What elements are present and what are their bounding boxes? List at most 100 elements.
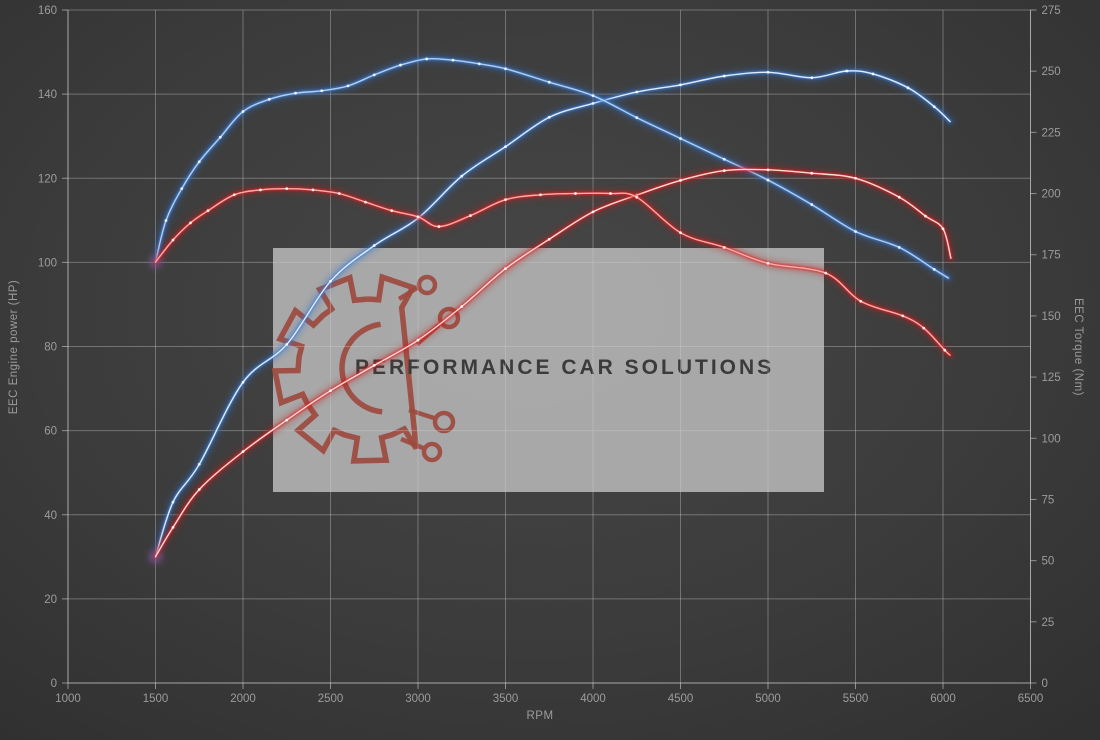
data-point-dot: [504, 145, 507, 149]
data-point-dot: [897, 195, 901, 199]
series-mid-stroke: [153, 69, 952, 559]
right-axis-title: EEC Torque (Nm): [1072, 297, 1084, 397]
data-point-dot: [932, 268, 936, 271]
right-tick-label: 25: [1042, 617, 1055, 629]
x-tick-label: 2500: [318, 693, 344, 705]
data-point-dot: [171, 238, 175, 242]
left-tick-label: 80: [44, 342, 57, 354]
series-mid-stroke: [153, 57, 950, 280]
circuit-node: [421, 441, 443, 463]
data-point-dot: [372, 73, 376, 77]
data-point-dot: [897, 245, 901, 249]
tick-labels: 1000 1500 2000 2500 3000 3500 4000 4500 5000 5500…: [38, 5, 1061, 705]
data-point-dot: [285, 418, 289, 422]
right-tick-label: 75: [1042, 494, 1055, 506]
x-tick-label: 1500: [143, 693, 169, 705]
data-point-dot: [854, 230, 857, 233]
data-point-dot: [206, 209, 210, 213]
data-point-dot: [635, 90, 639, 94]
left-tick-label: 40: [44, 510, 57, 522]
data-point-dot: [197, 462, 201, 466]
data-point-dot: [810, 171, 814, 175]
data-point-dot: [679, 83, 682, 87]
series-glow-stroke: [151, 66, 955, 562]
data-point-dot: [477, 62, 481, 66]
data-point-dot: [364, 200, 367, 204]
data-point-dot: [241, 450, 245, 454]
data-point-dot: [285, 342, 289, 346]
right-tick-label: 150: [1042, 311, 1061, 323]
data-point-dot: [425, 57, 429, 61]
series-run1-power-blue: [151, 66, 955, 562]
data-point-dot: [574, 192, 577, 195]
left-tick-label: 0: [51, 678, 57, 690]
series-glow-stroke: [151, 164, 956, 562]
data-point-dot: [932, 105, 936, 109]
data-point-dot: [859, 299, 863, 303]
data-point-dot: [197, 488, 201, 491]
series-curves: [149, 54, 956, 563]
series-core-stroke: [154, 187, 951, 356]
data-point-dot: [766, 70, 770, 74]
data-point-dot: [871, 72, 875, 76]
right-tick-label: 125: [1042, 372, 1061, 384]
data-point-dot: [504, 67, 507, 71]
data-point-dot: [311, 188, 315, 192]
data-point-dot: [824, 271, 828, 275]
data-point-dot: [810, 203, 814, 206]
data-point-dot: [941, 227, 945, 231]
gear-inner-arc: [339, 321, 383, 415]
data-point-dot: [766, 168, 770, 172]
data-point-dot: [171, 500, 175, 504]
data-point-dot: [722, 245, 726, 249]
data-point-dot: [232, 193, 236, 197]
data-point-dot: [504, 267, 507, 271]
axes: [62, 9, 1037, 689]
data-point-dot: [810, 76, 814, 80]
data-point-dot: [906, 86, 910, 90]
right-tick-label: 200: [1042, 189, 1061, 201]
watermark-text: PERFORMANCE CAR SOLUTIONS: [355, 356, 775, 379]
data-point-dot: [171, 525, 175, 529]
data-point-dot: [609, 192, 612, 195]
data-point-dot: [766, 178, 770, 182]
data-point-dot: [854, 176, 857, 180]
data-point-dot: [460, 174, 464, 178]
data-point-dot: [924, 214, 927, 218]
left-tick-label: 140: [38, 89, 57, 101]
left-tick-label: 120: [38, 173, 57, 185]
left-axis-title: EEC Engine power (HP): [8, 279, 20, 415]
data-point-dot: [372, 244, 376, 247]
data-point-dot: [399, 63, 402, 67]
data-point-dot: [329, 279, 332, 283]
series-core-stroke: [154, 57, 949, 279]
data-point-dot: [189, 221, 192, 225]
data-point-dot: [766, 261, 770, 265]
x-tick-label: 5500: [843, 693, 869, 705]
data-point-dot: [547, 237, 551, 241]
data-point-dot: [460, 305, 464, 308]
data-point-dot: [469, 214, 472, 217]
data-point-dot: [197, 160, 201, 164]
data-point-dot: [679, 231, 682, 235]
x-tick-label: 1000: [55, 693, 81, 705]
data-point-dot: [218, 135, 222, 139]
data-point-dot: [722, 74, 726, 78]
data-point-dot: [437, 225, 441, 228]
data-point-dot: [346, 84, 350, 88]
series-mid-stroke: [153, 167, 953, 559]
right-tick-label: 50: [1042, 556, 1055, 568]
data-point-dot: [635, 195, 639, 199]
data-point-dot: [547, 80, 551, 84]
circuit-trace: [397, 286, 419, 301]
data-point-dot: [943, 348, 947, 352]
x-tick-label: 6000: [930, 693, 956, 705]
data-point-dot: [722, 169, 726, 173]
data-point-dot: [294, 91, 297, 95]
x-axis-title: RPM: [526, 710, 554, 722]
x-tick-label: 3500: [493, 693, 519, 705]
data-point-dot: [416, 215, 420, 219]
circuit-node: [416, 274, 438, 296]
data-point-dot: [329, 389, 332, 393]
